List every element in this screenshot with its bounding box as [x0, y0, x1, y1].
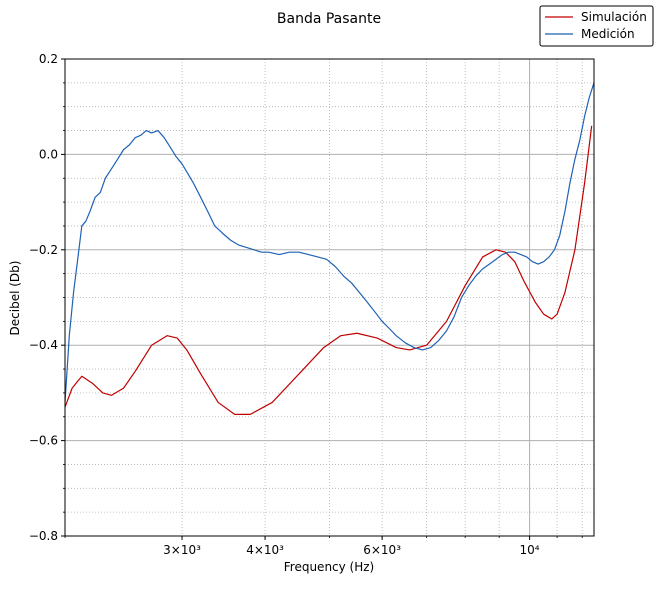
- y-tick-label: 0.0: [39, 147, 58, 161]
- chart-title: Banda Pasante: [277, 11, 381, 27]
- y-tick-label: −0.2: [29, 243, 58, 257]
- y-tick-label: 0.2: [39, 52, 58, 66]
- y-tick-label: −0.4: [29, 338, 58, 352]
- series-line-medicion: [64, 82, 595, 403]
- y-axis-label: Decibel (Db): [8, 261, 22, 336]
- plot-layer: [64, 82, 595, 415]
- legend-label-simulacion: Simulación: [581, 10, 647, 24]
- x-tick-label: 10⁴: [520, 543, 540, 557]
- x-axis-label: Frequency (Hz): [284, 560, 375, 574]
- legend-box: [539, 5, 654, 47]
- x-tick-label: 3×10³: [163, 543, 201, 557]
- tick-layer: 0.2 0.0 −0.2 −0.4 −0.6 −0.8 3×10³ 4×10³ 6×10³ 10⁴: [29, 52, 583, 557]
- legend-label-medicion: Medición: [581, 27, 635, 41]
- legend: Simulación Medición: [539, 5, 654, 47]
- x-tick-label: 6×10³: [363, 543, 401, 557]
- y-tick-label: −0.6: [29, 434, 58, 448]
- grid-layer: [64, 58, 594, 537]
- series-line-simulacion: [64, 125, 593, 415]
- x-tick-label: 4×10³: [246, 543, 284, 557]
- y-tick-label: −0.8: [29, 529, 58, 543]
